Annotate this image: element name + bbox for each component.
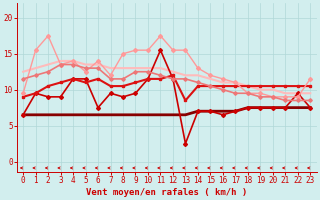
X-axis label: Vent moyen/en rafales ( km/h ): Vent moyen/en rafales ( km/h )	[86, 188, 247, 197]
